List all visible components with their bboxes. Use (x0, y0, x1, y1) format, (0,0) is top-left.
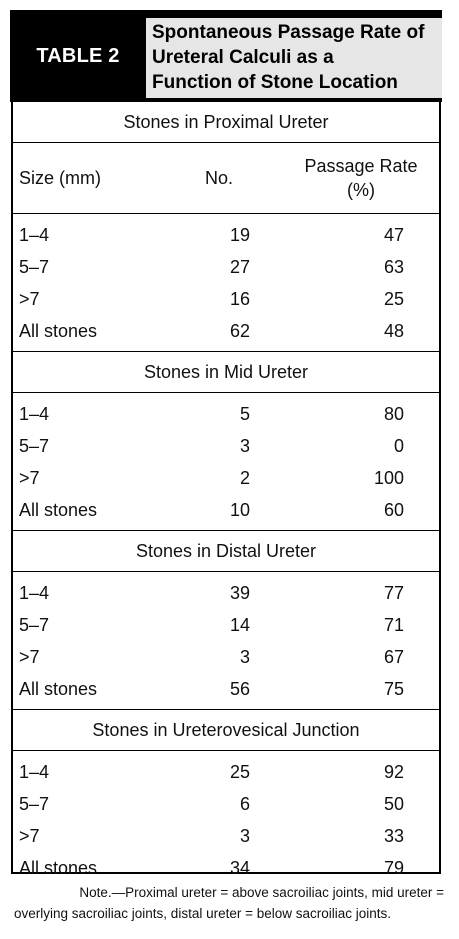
table-row: All stones 62 48 (13, 315, 439, 347)
table-title-line: Function of Stone Location (152, 72, 398, 93)
table-row: >7 3 67 (13, 641, 439, 673)
cell-rate: 75 (383, 679, 404, 699)
cell-no: 5 (239, 403, 250, 424)
cell-size: All stones (19, 857, 98, 878)
cell-rate: 79 (383, 858, 404, 878)
cell-size: 5–7 (19, 435, 50, 456)
section-rows: 1–4 25 92 5–7 6 50 >7 3 33 All stones 34… (13, 751, 439, 888)
cell-rate: 77 (383, 583, 404, 603)
table-row: 5–7 14 71 (13, 609, 439, 641)
cell-rate: 33 (383, 826, 404, 846)
cell-size: All stones (19, 678, 98, 699)
table-row: >7 3 33 (13, 820, 439, 852)
table-row: All stones 34 79 (13, 852, 439, 884)
footnote-line: overlying sacroiliac joints, distal uret… (14, 906, 392, 921)
cell-size: All stones (19, 499, 98, 520)
cell-size: >7 (19, 288, 40, 309)
cell-no: 10 (229, 499, 250, 520)
cell-no: 56 (229, 678, 250, 699)
cell-no: 2 (239, 467, 250, 488)
cell-rate: 60 (383, 500, 404, 520)
table-title-line: Ureteral Calculi as a (152, 47, 334, 68)
cell-no: 27 (229, 256, 250, 277)
section-rows: 1–4 19 47 5–7 27 63 >7 16 25 All stones … (13, 214, 439, 352)
table-row: >7 16 25 (13, 283, 439, 315)
cell-rate: 100 (373, 468, 404, 488)
section-heading: Stones in Proximal Ureter (13, 102, 439, 143)
section-heading: Stones in Ureterovesical Junction (13, 710, 439, 751)
cell-rate: 25 (383, 289, 404, 309)
table-row: 1–4 39 77 (13, 577, 439, 609)
cell-size: 5–7 (19, 614, 50, 635)
cell-no: 34 (229, 857, 250, 878)
table-row: 5–7 3 0 (13, 430, 439, 462)
column-headers: Size (mm) No. Passage Rate (%) (13, 143, 439, 214)
section-rows: 1–4 39 77 5–7 14 71 >7 3 67 All stones 5… (13, 572, 439, 710)
table-row: 1–4 5 80 (13, 398, 439, 430)
column-header-rate-line1: Passage Rate (304, 156, 418, 176)
table-row: All stones 56 75 (13, 673, 439, 705)
table-title-line: Spontaneous Passage Rate of (152, 22, 425, 43)
table-row: All stones 10 60 (13, 494, 439, 526)
cell-no: 16 (229, 288, 250, 309)
cell-rate: 47 (383, 225, 404, 245)
cell-size: 1–4 (19, 403, 50, 424)
table-header: TABLE 2 Spontaneous Passage Rate of Uret… (10, 10, 442, 102)
cell-rate: 48 (383, 321, 404, 341)
cell-size: >7 (19, 646, 40, 667)
table-title: Spontaneous Passage Rate of Ureteral Cal… (146, 18, 442, 98)
cell-rate: 67 (383, 647, 404, 667)
table-row: 1–4 25 92 (13, 756, 439, 788)
table-row: 1–4 19 47 (13, 219, 439, 251)
cell-size: 1–4 (19, 224, 50, 245)
cell-size: 1–4 (19, 582, 50, 603)
cell-no: 39 (229, 582, 250, 603)
table-footnote: Note.—Proximal ureter = above sacroiliac… (14, 882, 444, 924)
cell-rate: 0 (393, 436, 404, 456)
cell-size: 1–4 (19, 761, 50, 782)
footnote-line: Note.—Proximal ureter = above sacroiliac… (79, 885, 444, 900)
cell-rate: 50 (383, 794, 404, 814)
table-row: 5–7 6 50 (13, 788, 439, 820)
cell-size: >7 (19, 825, 40, 846)
cell-rate: 92 (383, 762, 404, 782)
column-header-no: No. (204, 167, 233, 188)
section-heading: Stones in Mid Ureter (13, 352, 439, 393)
cell-rate: 63 (383, 257, 404, 277)
cell-no: 6 (239, 793, 250, 814)
cell-rate: 71 (383, 615, 404, 635)
column-header-rate-line2: (%) (347, 180, 375, 200)
cell-no: 3 (239, 435, 250, 456)
cell-size: >7 (19, 467, 40, 488)
cell-size: All stones (19, 320, 98, 341)
column-header-size: Size (mm) (19, 167, 101, 188)
cell-no: 62 (229, 320, 250, 341)
cell-size: 5–7 (19, 256, 50, 277)
column-header-rate: Passage Rate (%) (283, 154, 439, 202)
table-row: 5–7 27 63 (13, 251, 439, 283)
data-table: Stones in Proximal Ureter Size (mm) No. … (11, 102, 441, 878)
cell-no: 19 (229, 224, 250, 245)
section-rows: 1–4 5 80 5–7 3 0 >7 2 100 All stones 10 … (13, 393, 439, 531)
cell-no: 3 (239, 646, 250, 667)
cell-no: 14 (229, 614, 250, 635)
table-number: TABLE 2 (36, 44, 120, 67)
section-heading: Stones in Distal Ureter (13, 531, 439, 572)
table-row: >7 2 100 (13, 462, 439, 494)
cell-no: 3 (239, 825, 250, 846)
cell-no: 25 (229, 761, 250, 782)
cell-rate: 80 (383, 404, 404, 424)
cell-size: 5–7 (19, 793, 50, 814)
